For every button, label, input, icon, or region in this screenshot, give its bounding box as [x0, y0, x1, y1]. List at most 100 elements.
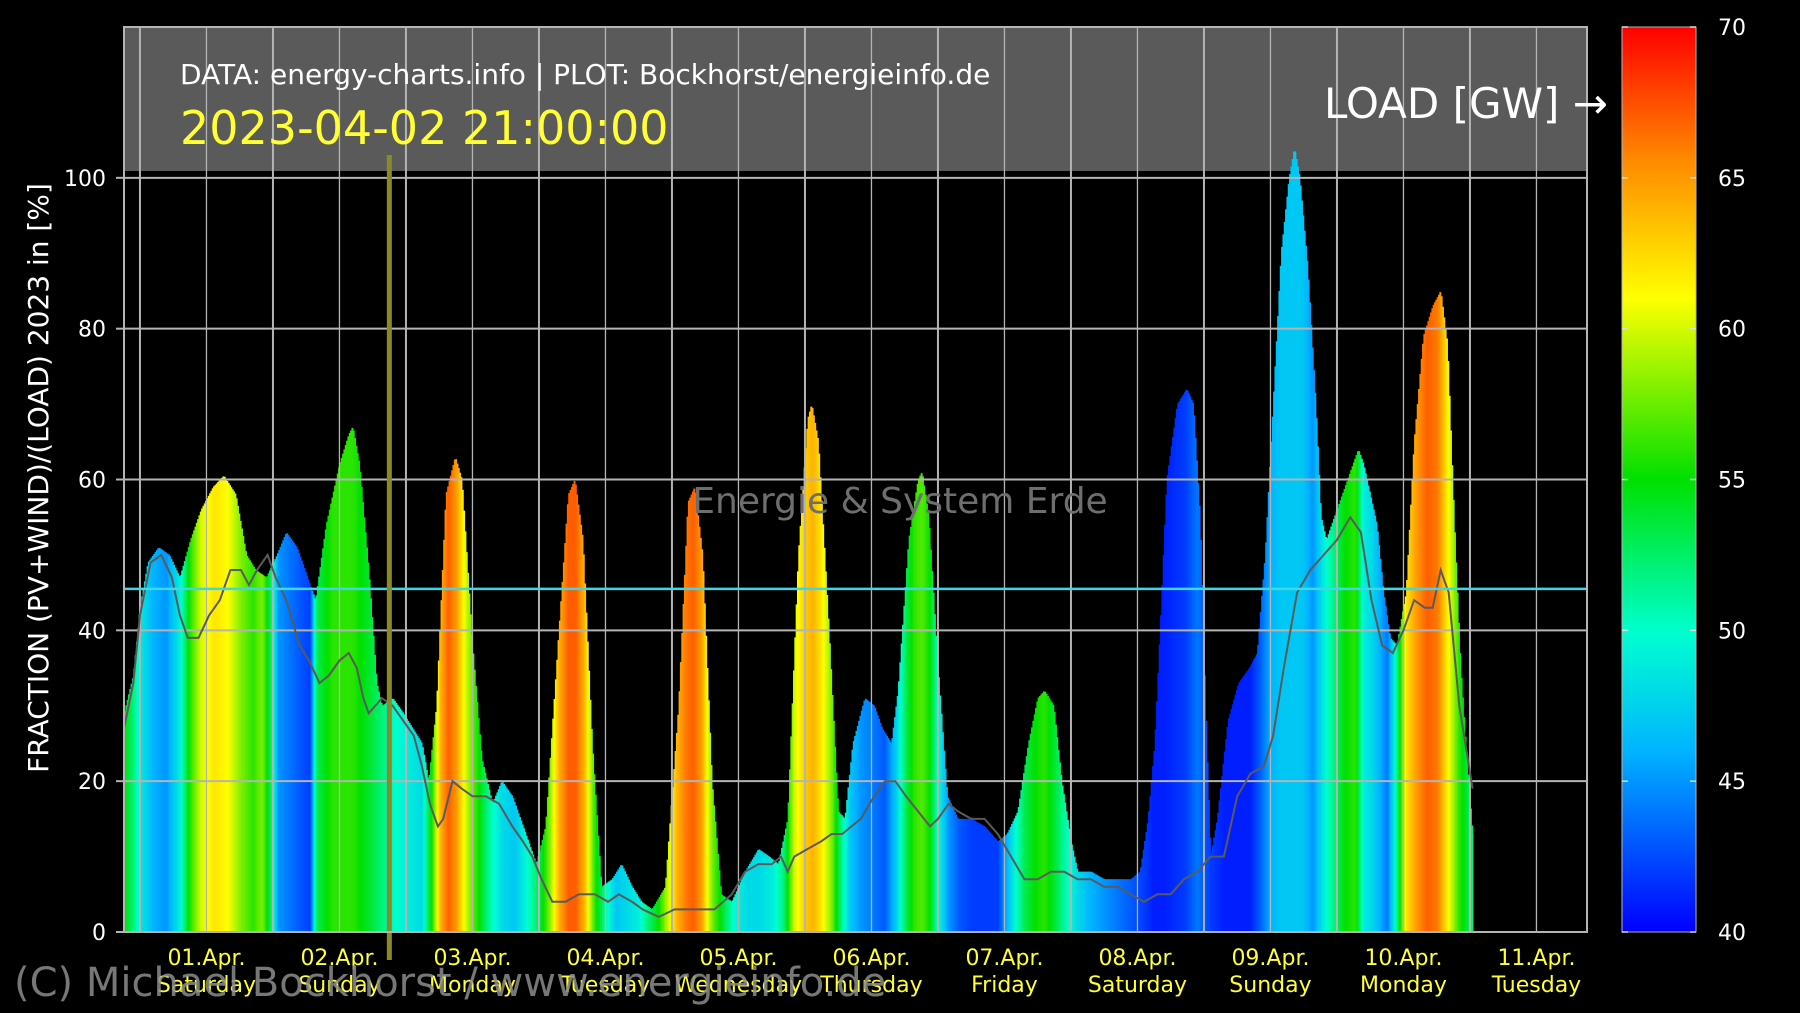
fraction-strip — [153, 553, 156, 932]
fraction-strip — [746, 868, 749, 932]
fraction-strip — [460, 477, 463, 932]
fraction-strip — [1450, 430, 1452, 932]
fraction-strip — [906, 568, 908, 932]
fraction-strip — [508, 791, 511, 932]
fraction-strip — [283, 537, 286, 932]
fraction-strip — [545, 816, 548, 932]
fraction-strip — [989, 833, 992, 932]
fraction-strip — [1195, 460, 1198, 932]
fraction-strip — [324, 529, 327, 932]
fraction-strip — [1386, 615, 1389, 932]
fraction-strip — [602, 885, 605, 932]
fraction-strip — [1120, 879, 1123, 932]
fraction-strip — [1116, 879, 1119, 932]
fraction-strip — [344, 445, 347, 932]
fraction-strip — [142, 588, 145, 932]
fraction-strip — [1128, 879, 1131, 932]
fraction-strip — [497, 789, 500, 932]
fraction-strip — [1188, 393, 1190, 932]
fraction-strip — [1081, 871, 1084, 932]
fraction-strip — [739, 882, 742, 932]
fraction-strip — [159, 548, 162, 932]
fraction-strip — [523, 828, 525, 932]
fraction-strip — [312, 594, 315, 932]
fraction-strip — [379, 697, 382, 932]
fraction-strip — [1211, 845, 1214, 932]
fraction-strip — [1395, 644, 1398, 932]
fraction-strip — [1073, 856, 1076, 932]
fraction-strip — [467, 572, 470, 932]
fraction-strip — [1408, 529, 1411, 932]
fraction-strip — [372, 635, 375, 932]
fraction-strip — [1436, 297, 1439, 932]
fraction-strip — [1049, 700, 1052, 932]
fraction-strip — [415, 733, 418, 932]
fraction-strip — [638, 898, 641, 932]
fraction-strip — [464, 531, 467, 932]
fraction-strip — [331, 497, 334, 932]
fraction-strip — [697, 515, 700, 932]
fraction-strip — [1411, 479, 1414, 932]
fraction-strip — [1295, 158, 1298, 932]
fraction-strip — [511, 795, 513, 932]
fraction-strip — [505, 787, 508, 932]
fraction-strip — [1170, 446, 1173, 932]
fraction-strip — [929, 549, 932, 932]
fraction-strip — [1164, 524, 1166, 932]
fraction-strip — [401, 712, 404, 932]
fraction-strip — [903, 605, 906, 932]
fraction-strip — [342, 453, 345, 932]
fraction-strip — [171, 561, 174, 932]
fraction-strip — [1460, 677, 1463, 932]
fraction-strip — [1241, 678, 1244, 932]
fraction-strip — [1215, 822, 1218, 932]
fraction-strip — [1472, 833, 1474, 932]
fraction-strip — [683, 574, 686, 932]
fraction-strip — [1142, 849, 1145, 932]
fraction-strip — [1126, 879, 1129, 932]
fraction-strip — [1271, 416, 1274, 932]
fraction-strip — [669, 823, 672, 932]
fraction-strip — [568, 493, 571, 932]
fraction-strip — [1160, 615, 1162, 932]
fraction-strip — [1053, 712, 1056, 932]
fraction-strip — [687, 500, 690, 932]
fraction-strip — [791, 703, 794, 932]
fraction-strip — [699, 537, 702, 932]
fraction-strip — [665, 877, 668, 932]
fraction-strip — [573, 481, 576, 932]
y-axis-label: FRACTION (PV+WIND)/(LOAD) 2023 in [%] — [22, 183, 55, 773]
fraction-strip — [854, 735, 857, 932]
fraction-strip — [722, 895, 725, 932]
fraction-strip — [1008, 829, 1011, 932]
fraction-strip — [1390, 638, 1393, 932]
fraction-strip — [1020, 790, 1023, 932]
fraction-strip — [596, 815, 599, 932]
fraction-strip — [815, 430, 818, 932]
fraction-strip — [1001, 837, 1004, 932]
fraction-strip — [175, 570, 178, 932]
fraction-strip — [1400, 619, 1403, 932]
fraction-strip — [193, 530, 196, 932]
fraction-strip — [1078, 871, 1081, 932]
fraction-strip — [155, 550, 158, 932]
fraction-strip — [307, 579, 310, 932]
fraction-strip — [1190, 399, 1193, 932]
fraction-strip — [1149, 796, 1152, 932]
fraction-strip — [878, 718, 881, 932]
fraction-strip — [238, 513, 241, 932]
fraction-strip — [263, 576, 266, 932]
fraction-strip — [237, 505, 239, 932]
fraction-strip — [245, 551, 247, 932]
fraction-strip — [592, 753, 595, 932]
fraction-strip — [173, 564, 176, 932]
fraction-strip — [274, 559, 277, 932]
fraction-strip — [1238, 682, 1241, 932]
fraction-strip — [872, 705, 875, 932]
fraction-strip — [1289, 174, 1292, 932]
fraction-strip — [1037, 697, 1040, 932]
fraction-strip — [1403, 603, 1406, 932]
fraction-strip — [1251, 661, 1254, 932]
fraction-strip — [1019, 798, 1022, 932]
fraction-strip — [753, 856, 756, 932]
